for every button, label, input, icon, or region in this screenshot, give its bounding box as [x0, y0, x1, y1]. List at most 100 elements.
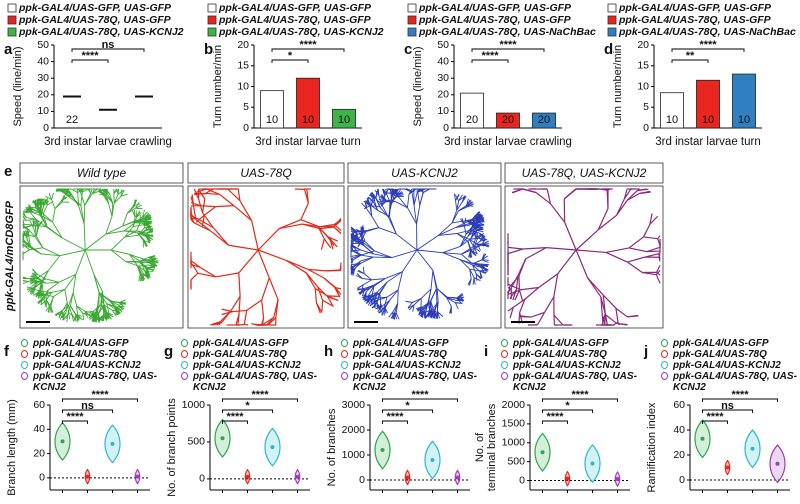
dendrite — [458, 194, 463, 201]
dendrite — [587, 277, 604, 296]
dendrite — [413, 192, 418, 206]
dendrite — [233, 205, 253, 222]
legend: ppk-GAL4/UAS-GFP ppk-GAL4/UAS-78Q ppk-GAL4… — [20, 338, 158, 393]
dendrite — [51, 192, 54, 200]
median-dot — [540, 450, 545, 455]
dendrite — [144, 218, 152, 222]
bracket — [542, 398, 618, 402]
dendrite — [190, 262, 199, 274]
legend-icon — [661, 361, 668, 369]
dendrite — [39, 291, 46, 298]
y-tick-label: 20 — [673, 449, 685, 461]
x-axis-label: 3rd instar larvae turn — [255, 136, 360, 148]
dendrite — [374, 291, 379, 302]
dendrite — [599, 188, 609, 191]
dendrite — [451, 209, 458, 223]
dendrite — [412, 297, 422, 303]
dendrite — [84, 233, 107, 251]
panel-letter: e — [4, 163, 12, 180]
dendrite — [42, 212, 53, 223]
dendrite — [438, 233, 458, 236]
median-dot — [455, 475, 460, 480]
dendrite — [83, 205, 86, 225]
dendrite — [605, 247, 630, 254]
dendrite — [546, 247, 577, 251]
dendrite — [108, 203, 113, 217]
legend-icon — [661, 372, 668, 380]
y-axis-label: Branch length (mm) — [6, 399, 18, 496]
dendrite — [363, 244, 374, 255]
dendrite — [50, 305, 54, 313]
dendrite — [261, 316, 275, 326]
dendrite — [314, 288, 318, 303]
dendrite — [34, 200, 41, 206]
dendrite — [122, 220, 136, 227]
dendrite — [387, 203, 392, 218]
legend-label: ppk-GAL4/UAS-78Q — [193, 349, 287, 360]
median-dot — [565, 476, 570, 481]
bar — [296, 77, 320, 129]
dendrite — [29, 246, 42, 255]
y-tick-label: 1000 — [182, 399, 206, 411]
dendrite — [61, 191, 71, 199]
dendrite — [52, 208, 56, 223]
dendrite — [333, 219, 342, 225]
y-tick-label: 5 — [643, 101, 649, 113]
legend-icon — [341, 339, 348, 347]
legend-entry: ppk-GAL4/UAS-GFP — [340, 338, 478, 349]
dendrite — [643, 223, 651, 238]
significance-label: ** — [686, 50, 695, 62]
dendrite — [656, 271, 661, 276]
dendrite — [105, 216, 113, 235]
y-tick-label: 50 — [37, 39, 49, 51]
dendrite — [90, 188, 93, 194]
legend-label: ppk-GAL4/UAS-78Q — [513, 349, 607, 360]
dendrite — [479, 271, 482, 279]
dendrite — [423, 310, 426, 318]
dendrite — [35, 218, 48, 228]
dendrite — [148, 257, 155, 264]
dendrite — [110, 249, 127, 263]
dendrite — [136, 212, 142, 218]
dendrite — [407, 302, 413, 309]
dendrite — [350, 240, 353, 246]
dendrite — [395, 312, 400, 320]
dendrite — [575, 249, 589, 278]
dendrite — [623, 188, 632, 200]
legend-entry: ppk-GAL4/UAS-KCNJ2 — [20, 360, 158, 371]
dendrite — [544, 296, 555, 313]
dendrite — [220, 311, 231, 324]
legend-label: ppk-GAL4/UAS-78Q — [33, 349, 127, 360]
y-tick-label: 20 — [37, 89, 49, 101]
dendrite — [212, 227, 230, 246]
dendrite — [389, 289, 399, 301]
dendrite — [601, 313, 606, 326]
legend-icon — [341, 372, 348, 380]
dendrite — [469, 278, 472, 286]
dendrite — [365, 207, 373, 217]
dendrite — [32, 201, 39, 207]
dendrite — [419, 192, 424, 206]
dendrite — [203, 206, 216, 216]
dendrite — [109, 299, 116, 309]
dendrite — [100, 190, 107, 196]
y-tick-label: 40 — [437, 55, 449, 67]
dendrite — [77, 315, 84, 321]
bar — [732, 73, 756, 129]
legend-swatch — [7, 27, 17, 37]
y-tick-label: 0 — [43, 122, 49, 134]
dendrite — [103, 304, 113, 311]
dendrite — [64, 273, 77, 290]
neuron-image — [350, 188, 490, 320]
dendrite — [118, 302, 125, 308]
y-tick-label: 10 — [437, 105, 449, 117]
y-axis-label: No. of branches — [326, 408, 338, 486]
dendrite — [138, 265, 145, 275]
dendrite — [93, 274, 100, 293]
dendrite — [379, 206, 389, 218]
dendrite — [360, 231, 367, 241]
dendrite — [477, 221, 485, 226]
dendrite — [361, 250, 375, 256]
dendrite — [472, 259, 483, 265]
dendrite — [201, 205, 216, 208]
